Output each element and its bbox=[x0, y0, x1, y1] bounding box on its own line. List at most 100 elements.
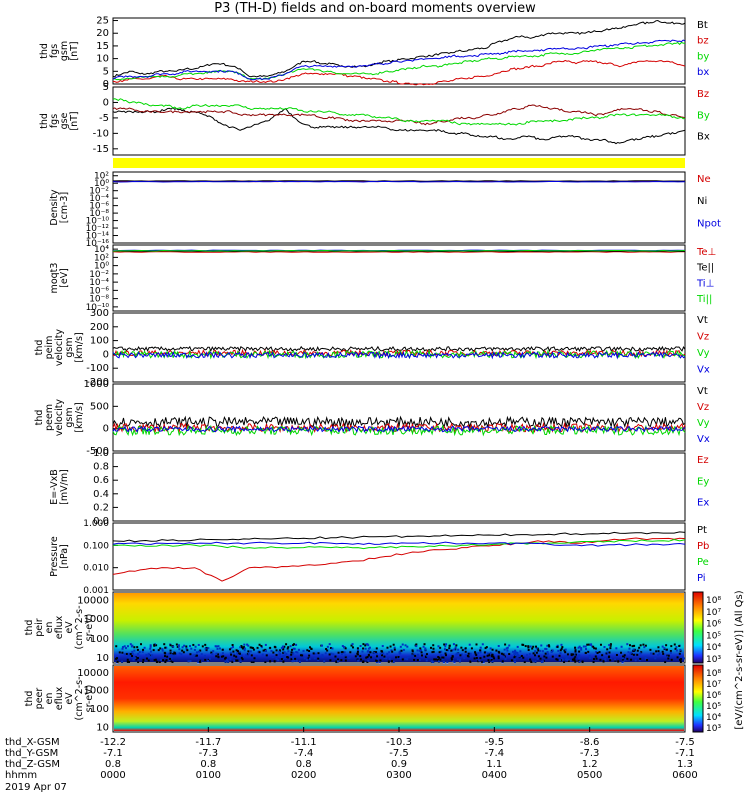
spectrogram-pixel bbox=[375, 659, 378, 662]
spectrogram-pixel bbox=[131, 654, 134, 657]
spectrogram-pixel bbox=[487, 659, 490, 662]
peem-velocity-ylabel: velocity bbox=[54, 399, 65, 437]
spectrogram-pixel bbox=[293, 647, 296, 650]
spectrogram-pixel bbox=[534, 654, 537, 657]
spectrogram-pixel bbox=[667, 657, 670, 660]
temperature-ytick: 10⁻² bbox=[89, 270, 109, 280]
spectrogram-pixel bbox=[324, 652, 327, 655]
spectrogram-pixel bbox=[208, 657, 211, 660]
spectrogram-pixel bbox=[455, 653, 458, 656]
temperature-ylabel: moqt3 bbox=[49, 263, 60, 294]
spectrogram-pixel bbox=[232, 650, 235, 653]
spectrogram-pixel bbox=[241, 647, 244, 650]
spectrogram-pixel bbox=[340, 659, 343, 662]
spectrogram-pixel bbox=[128, 652, 131, 655]
spectrogram-pixel bbox=[673, 643, 676, 646]
spectrogram-pixel bbox=[139, 655, 142, 658]
spectrogram-pixel bbox=[401, 658, 404, 661]
spectrogram-pixel bbox=[444, 654, 447, 657]
spectrogram-pixel bbox=[165, 659, 168, 662]
spectrogram-pixel bbox=[530, 660, 533, 663]
spectrogram-pixel bbox=[399, 645, 402, 648]
legend-bx: bx bbox=[697, 67, 709, 78]
spectrogram-pixel bbox=[364, 644, 367, 647]
spectrogram-pixel bbox=[531, 660, 534, 663]
spectrogram-pixel bbox=[568, 659, 571, 662]
peem-velocity-ylabel: [km/s] bbox=[74, 402, 85, 432]
spectrogram-pixel bbox=[426, 655, 429, 658]
spectrogram-pixel bbox=[628, 644, 631, 647]
spectrogram-pixel bbox=[317, 657, 320, 660]
spectrogram-pixel bbox=[286, 647, 289, 650]
spectrogram-pixel bbox=[161, 649, 164, 652]
spectrogram-pixel bbox=[497, 657, 500, 660]
spectrogram-pixel bbox=[121, 646, 124, 649]
spectrogram-pixel bbox=[240, 646, 243, 649]
spectrogram-pixel bbox=[658, 653, 661, 656]
fgs-gsm-panel: thd fgs gsm [nT] bbox=[39, 17, 686, 86]
spectrogram-pixel bbox=[634, 659, 637, 662]
spectrogram-pixel bbox=[636, 653, 639, 656]
spectrogram-pixel bbox=[534, 650, 537, 653]
panel-frame bbox=[112, 171, 686, 244]
spectrogram-pixel bbox=[325, 648, 328, 651]
spectrogram-pixel bbox=[136, 657, 139, 660]
spectrogram-pixel bbox=[669, 650, 672, 653]
spectrogram-pixel bbox=[571, 658, 574, 661]
spectrogram-pixel bbox=[592, 645, 595, 648]
spectrogram-pixel bbox=[621, 661, 624, 664]
peim-velocity-ytick: 100 bbox=[90, 336, 109, 347]
peir-spectrogram-ytick: 100 bbox=[90, 634, 109, 645]
spectrogram-pixel bbox=[489, 651, 492, 654]
spectrogram-pixel bbox=[605, 652, 608, 655]
density-ytick: 10⁰ bbox=[94, 179, 109, 189]
spectrogram-pixel bbox=[497, 645, 500, 648]
spectrogram-pixel bbox=[326, 649, 329, 652]
spectrogram-pixel bbox=[531, 647, 534, 650]
spectrogram-pixel bbox=[154, 658, 157, 661]
spectrogram-pixel bbox=[312, 652, 315, 655]
spectrogram-pixel bbox=[513, 658, 516, 661]
spectrogram-pixel bbox=[149, 645, 152, 648]
spectrogram-pixel bbox=[505, 647, 508, 650]
spectrogram-pixel bbox=[351, 643, 354, 646]
spectrogram-pixel bbox=[411, 649, 414, 652]
spectrogram-pixel bbox=[491, 653, 494, 656]
spectrogram-pixel bbox=[450, 658, 453, 661]
spectrogram-pixel bbox=[649, 648, 652, 651]
e-field-ytick: 1.0 bbox=[93, 448, 109, 459]
spectrogram-pixel bbox=[591, 645, 594, 648]
spectrogram-pixel bbox=[126, 660, 129, 663]
spectrogram-pixel bbox=[574, 646, 577, 649]
spectrogram-pixel bbox=[622, 659, 625, 662]
spectrogram-pixel bbox=[382, 652, 385, 655]
spectrogram-pixel bbox=[283, 645, 286, 648]
spectrogram-pixel bbox=[250, 661, 253, 664]
peim-velocity-ylabel: thd bbox=[34, 340, 45, 356]
panel-frame bbox=[112, 591, 686, 664]
xaxis-value: 0600 bbox=[672, 770, 697, 781]
panel-frame bbox=[112, 383, 686, 452]
spectrogram-pixel bbox=[178, 652, 181, 655]
spectrogram-pixel bbox=[142, 648, 145, 651]
legend-ni: Ni bbox=[697, 196, 707, 207]
spectrogram-pixel bbox=[391, 650, 394, 653]
spectrogram-pixel bbox=[275, 654, 278, 657]
spectrogram-pixel bbox=[452, 643, 455, 646]
spectrogram-pixel bbox=[151, 654, 154, 657]
spectrogram-pixel bbox=[393, 646, 396, 649]
pressure-ytick: 1.000 bbox=[83, 519, 109, 529]
spectrogram-pixel bbox=[347, 657, 350, 660]
spectrogram-pixel bbox=[252, 648, 255, 651]
spectrogram-pixel bbox=[502, 653, 505, 656]
spectrogram-pixel bbox=[459, 658, 462, 661]
spectrogram-pixel bbox=[532, 652, 535, 655]
spectrogram-pixel bbox=[522, 656, 525, 659]
spectrogram-pixel bbox=[478, 659, 481, 662]
spectrogram-pixel bbox=[183, 644, 186, 647]
xaxis-value: -7.3 bbox=[199, 748, 219, 759]
spectrogram-pixel bbox=[450, 657, 453, 660]
spectrogram-pixel bbox=[337, 658, 340, 661]
spectrogram-pixel bbox=[439, 646, 442, 649]
series-by-line bbox=[112, 98, 686, 126]
